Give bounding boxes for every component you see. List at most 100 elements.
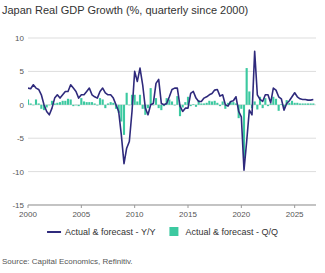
bar: [291, 101, 293, 105]
x-tick-label: 2000: [19, 210, 37, 219]
bar: [136, 101, 138, 104]
bar: [91, 102, 93, 105]
bar: [46, 105, 48, 108]
bar: [83, 101, 85, 104]
bar: [270, 103, 272, 104]
legend-label: Actual & forecast - Q/Q: [185, 227, 278, 237]
plot-area: [28, 51, 314, 170]
chart: Japan Real GDP Growth (%, quarterly sinc…: [0, 0, 325, 273]
bar: [278, 105, 280, 111]
bar: [200, 103, 202, 104]
bar: [134, 95, 136, 105]
bar: [155, 98, 157, 105]
y-tick-label: 0: [20, 101, 25, 110]
bar: [310, 103, 312, 104]
x-tick-label: 2010: [126, 210, 144, 219]
x-tick: [241, 205, 242, 208]
line: [28, 51, 313, 170]
bar: [150, 88, 152, 105]
bar: [107, 103, 109, 104]
legend-key: [169, 227, 178, 236]
bar: [267, 105, 269, 106]
bar: [48, 104, 50, 106]
bar: [35, 99, 37, 104]
bar: [40, 105, 42, 109]
bar: [222, 101, 224, 104]
bar: [112, 103, 114, 105]
bar: [190, 105, 192, 106]
bar: [246, 68, 248, 105]
legend-item: Actual & forecast - Y/Y: [47, 227, 155, 237]
source: Source: Capital Economics, Refinitiv.: [2, 257, 133, 266]
bar: [139, 95, 141, 105]
x-tick: [294, 205, 295, 208]
bar: [214, 101, 216, 105]
bar: [59, 102, 61, 105]
legend-key: [47, 231, 61, 233]
bar: [294, 103, 296, 105]
title: Japan Real GDP Growth (%, quarterly sinc…: [2, 4, 248, 16]
x-tick: [81, 205, 82, 208]
bar: [30, 103, 32, 104]
bar: [158, 105, 160, 108]
legend-label: Actual & forecast - Y/Y: [65, 227, 155, 237]
bar: [56, 103, 58, 105]
bar: [304, 103, 306, 104]
y-tick-label: -10: [12, 168, 24, 177]
bar: [80, 98, 82, 105]
bar: [208, 101, 210, 105]
grid-line: [28, 38, 316, 39]
x-tick: [188, 205, 189, 208]
bar: [104, 105, 106, 108]
x-tick: [28, 205, 29, 208]
bar: [75, 104, 77, 106]
bar: [312, 103, 314, 104]
grid-line: [28, 171, 316, 172]
bar: [94, 103, 96, 104]
bar: [96, 104, 98, 106]
bar: [147, 105, 149, 108]
bar: [192, 104, 194, 106]
bar: [126, 93, 128, 105]
y-tick-label: 10: [15, 34, 24, 43]
bar: [254, 101, 256, 104]
x-tick-label: 2020: [232, 210, 250, 219]
bar: [272, 97, 274, 105]
bar: [216, 103, 218, 105]
bar: [203, 103, 205, 104]
bar: [160, 105, 162, 110]
bar: [70, 99, 72, 104]
bar: [62, 101, 64, 105]
bar: [307, 103, 309, 104]
bar: [99, 98, 101, 105]
bar: [288, 103, 290, 105]
bar: [219, 105, 221, 106]
bar: [256, 105, 258, 110]
x-tick: [134, 205, 135, 208]
bar: [264, 98, 266, 105]
bar: [102, 99, 104, 104]
x-tick-label: 2015: [179, 210, 197, 219]
bar: [262, 105, 264, 108]
grid-line: [28, 205, 316, 206]
bar: [32, 104, 34, 106]
bar: [206, 103, 208, 105]
legend: Actual & forecast - Y/Y Actual & forecast…: [47, 227, 278, 237]
y-tick-label: -15: [12, 201, 24, 210]
bar: [128, 104, 130, 106]
x-axis: [28, 205, 316, 206]
bar: [110, 102, 112, 105]
bar: [171, 101, 173, 104]
bar: [88, 102, 90, 105]
bar: [296, 103, 298, 105]
bar: [184, 102, 186, 105]
bar: [232, 102, 234, 105]
bar: [211, 101, 213, 104]
y-tick-label: -5: [17, 134, 25, 143]
bar: [72, 105, 74, 106]
grid-line: [28, 138, 316, 139]
bar: [174, 104, 176, 106]
bar: [195, 105, 197, 107]
legend-item: Actual & forecast - Q/Q: [169, 227, 278, 237]
bar: [240, 105, 242, 109]
